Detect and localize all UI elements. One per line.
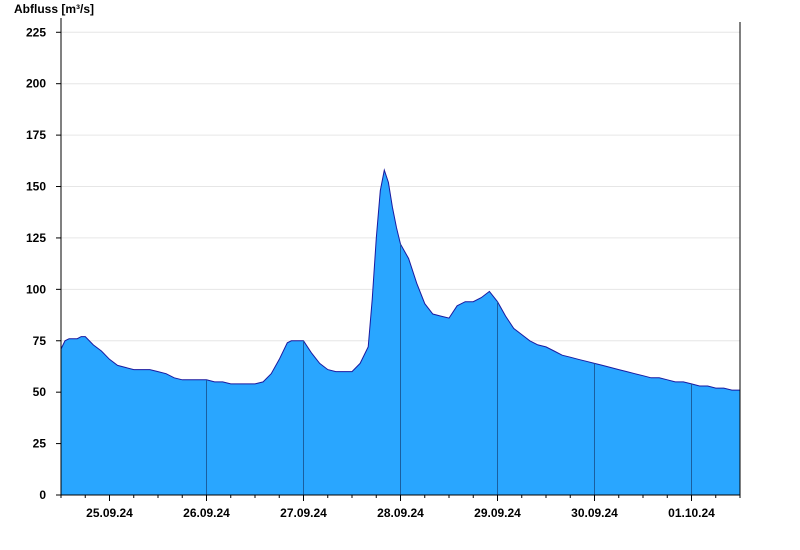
x-tick-label: 30.09.24 xyxy=(571,506,618,520)
y-tick-label: 200 xyxy=(26,77,46,91)
y-axis-label: Abfluss [m³/s] xyxy=(14,2,94,16)
x-tick-label: 29.09.24 xyxy=(474,506,521,520)
y-tick-label: 175 xyxy=(26,128,46,142)
y-tick-label: 225 xyxy=(26,25,46,39)
x-tick-label: 27.09.24 xyxy=(280,506,327,520)
y-ticks: 0 25 50 75 100 125 150 175 200 225 xyxy=(26,25,61,502)
discharge-line xyxy=(60,168,740,391)
x-tick-label: 25.09.24 xyxy=(86,506,133,520)
x-ticks: 25.09.24 26.09.24 27.09.24 28.09.24 29.09.24… xyxy=(60,495,741,520)
y-tick-label: 0 xyxy=(39,488,46,502)
x-tick-label: 26.09.24 xyxy=(183,506,230,520)
x-tick-label: 28.09.24 xyxy=(377,506,424,520)
y-tick-label: 25 xyxy=(33,437,47,451)
y-tick-label: 75 xyxy=(33,334,47,348)
day-separator-lines xyxy=(206,244,692,495)
y-tick-label: 125 xyxy=(26,231,46,245)
x-tick-label: 01.10.24 xyxy=(668,506,715,520)
y-tick-label: 50 xyxy=(33,385,47,399)
y-tick-label: 150 xyxy=(26,180,46,194)
y-tick-label: 100 xyxy=(26,282,46,296)
